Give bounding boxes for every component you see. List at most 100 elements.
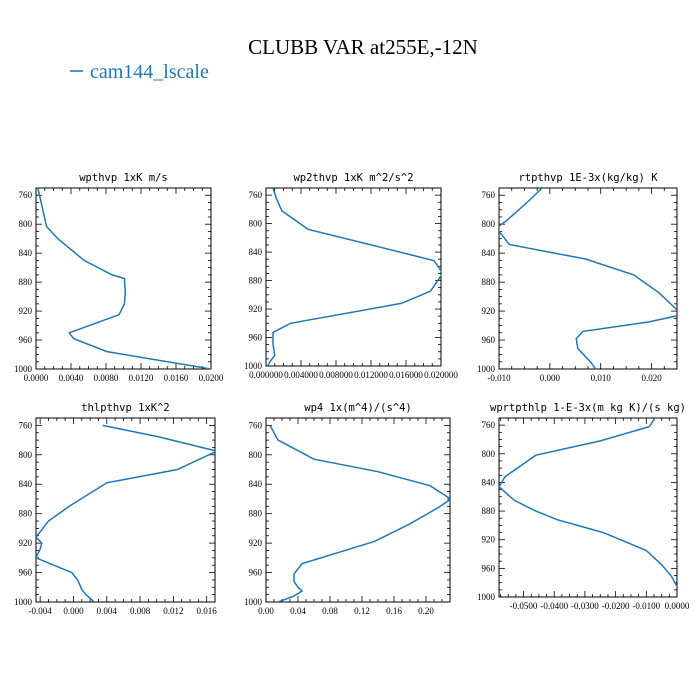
y-tick-label: 800 <box>19 219 33 229</box>
series-line <box>269 425 450 602</box>
x-tick-label: 0.0120 <box>129 373 154 383</box>
y-tick-label: 760 <box>249 190 263 200</box>
x-tick-label: -0.0300 <box>571 601 599 611</box>
y-tick-label: 880 <box>482 277 496 287</box>
series-line <box>267 188 441 366</box>
x-tick-label: -0.0500 <box>510 601 538 611</box>
x-tick-label: 0.0080 <box>94 373 119 383</box>
x-tick-label: 0.000000 <box>249 370 283 380</box>
series-line <box>37 188 211 369</box>
y-tick-label: 880 <box>19 509 33 519</box>
panel-title: wpthvp 1xK m/s <box>79 172 168 184</box>
y-tick-label: 760 <box>482 420 496 430</box>
y-tick-label: 840 <box>482 477 496 487</box>
legend: cam144_lscale <box>70 61 209 83</box>
panel-4: thlpthvp 1xK^2 760 800 840 880 920 960 1000-0.0… <box>14 402 217 616</box>
x-tick-label: 0.016000 <box>389 370 423 380</box>
plot-frame <box>265 417 451 603</box>
panel-title: wp4 1x(m^4)/(s^4) <box>304 402 411 414</box>
x-tick-label: -0.0200 <box>602 601 630 611</box>
y-tick-label: 840 <box>19 479 33 489</box>
x-tick-label: 0.008 <box>130 606 151 616</box>
x-tick-label: 0.20 <box>418 606 434 616</box>
plot-frame <box>498 187 678 370</box>
x-tick-label: -0.010 <box>487 373 511 383</box>
x-tick-label: 0.010 <box>591 373 612 383</box>
y-tick-label: 760 <box>19 420 33 430</box>
y-tick-label: 880 <box>249 509 263 519</box>
panel-title: wp2thvp 1xK m^2/s^2 <box>293 172 413 184</box>
x-tick-label: 0.16 <box>386 606 402 616</box>
y-tick-label: 880 <box>482 506 496 516</box>
series-line <box>499 418 677 587</box>
x-tick-label: 0.012000 <box>354 370 388 380</box>
y-tick-label: 960 <box>19 568 33 578</box>
x-tick-label: 0.008000 <box>319 370 353 380</box>
y-tick-label: 880 <box>19 277 33 287</box>
plot-frame <box>498 417 678 598</box>
panel-2: wp2thvp 1xK m^2/s^2 760 800 840 880 920 960 100… <box>244 172 458 380</box>
y-tick-label: 960 <box>249 568 263 578</box>
y-tick-label: 960 <box>482 335 496 345</box>
y-tick-label: 920 <box>482 306 496 316</box>
y-tick-label: 800 <box>19 450 33 460</box>
y-tick-label: 880 <box>249 276 263 286</box>
y-tick-label: 1000 <box>244 597 263 607</box>
panels: wpthvp 1xK m/s76080084088092096010000.00… <box>14 172 690 616</box>
y-tick-label: 1000 <box>14 364 33 374</box>
plot-frame <box>35 417 216 603</box>
y-tick-label: 1000 <box>477 364 496 374</box>
plot-frame <box>265 187 442 367</box>
y-tick-label: 800 <box>249 450 263 460</box>
y-tick-label: 800 <box>482 449 496 459</box>
y-tick-label: 920 <box>482 535 496 545</box>
y-tick-label: 960 <box>19 335 33 345</box>
panel-6: wprtpthlp 1-E-3x(m kg K)/(s kg) 760 800 840… <box>477 402 690 611</box>
x-tick-label: 0.04 <box>290 606 306 616</box>
panel-title: thlpthvp 1xK^2 <box>81 402 170 414</box>
x-tick-label: 0.00 <box>258 606 274 616</box>
y-tick-label: 920 <box>249 538 263 548</box>
y-tick-label: 760 <box>482 190 496 200</box>
x-tick-label: 0.016 <box>197 606 218 616</box>
x-tick-label: 0.004000 <box>284 370 318 380</box>
x-tick-label: 0.004 <box>97 606 118 616</box>
x-tick-label: -0.0400 <box>540 601 568 611</box>
y-tick-label: 960 <box>482 563 496 573</box>
x-tick-label: 0.0000 <box>665 601 690 611</box>
y-tick-label: 800 <box>249 219 263 229</box>
x-tick-label: 0.0040 <box>59 373 84 383</box>
panel-title: rtpthvp 1E-3x(kg/kg) K <box>518 172 658 184</box>
y-tick-label: 920 <box>19 538 33 548</box>
x-tick-label: 0.0160 <box>164 373 189 383</box>
panel-title: wprtpthlp 1-E-3x(m kg K)/(s kg) <box>490 402 686 414</box>
figure-title: CLUBB VAR at255E,-12N <box>248 35 478 59</box>
x-tick-label: 0.020000 <box>424 370 458 380</box>
y-tick-label: 760 <box>249 420 263 430</box>
x-tick-label: -0.0100 <box>632 601 660 611</box>
x-tick-label: 0.12 <box>354 606 370 616</box>
y-tick-label: 1000 <box>244 361 263 371</box>
x-tick-label: 0.000 <box>63 606 84 616</box>
y-tick-label: 800 <box>482 219 496 229</box>
x-tick-label: 0.0000 <box>24 373 49 383</box>
series-line <box>499 188 677 369</box>
y-tick-label: 840 <box>249 479 263 489</box>
x-tick-label: 0.0200 <box>199 373 224 383</box>
y-tick-label: 1000 <box>477 592 496 602</box>
legend-label: cam144_lscale <box>90 61 209 83</box>
x-tick-label: 0.08 <box>322 606 338 616</box>
panel-1: wpthvp 1xK m/s76080084088092096010000.00… <box>14 172 224 383</box>
panel-3: rtpthvp 1E-3x(kg/kg) K 760 800 840 880 920 960… <box>477 172 678 383</box>
series-line <box>36 424 215 602</box>
x-tick-label: -0.004 <box>29 606 53 616</box>
y-tick-label: 760 <box>19 190 33 200</box>
y-tick-label: 920 <box>19 306 33 316</box>
y-tick-label: 960 <box>249 333 263 343</box>
x-tick-label: 0.000 <box>540 373 561 383</box>
x-tick-label: 0.020 <box>641 373 662 383</box>
panel-5: wp4 1x(m^4)/(s^4)76080084088092096010000… <box>244 402 451 616</box>
y-tick-label: 840 <box>19 248 33 258</box>
x-tick-label: 0.012 <box>163 606 183 616</box>
